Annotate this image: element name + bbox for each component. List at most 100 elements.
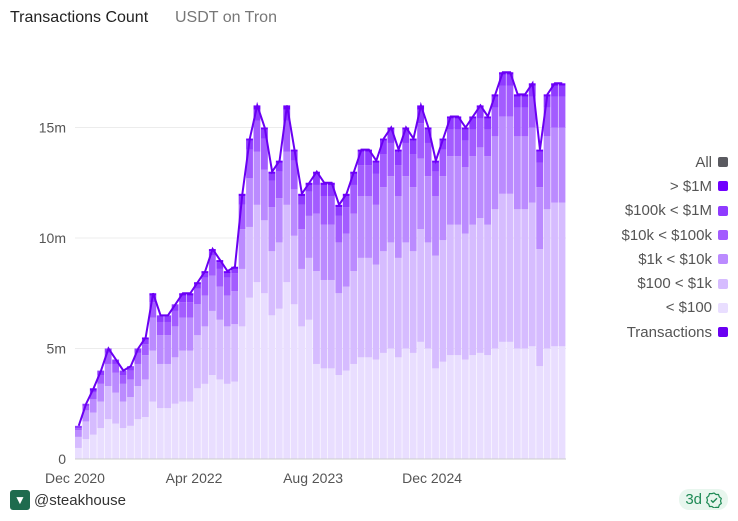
- bar-segment: [402, 242, 410, 349]
- bar-segment: [357, 151, 365, 166]
- bar-segment: [75, 425, 82, 429]
- legend-label: $1k < $10k: [638, 250, 712, 268]
- bar-segment: [89, 412, 97, 435]
- bar-segment: [350, 363, 358, 459]
- legend-item[interactable]: $1k < $10k: [622, 247, 728, 271]
- bar-segment: [558, 96, 566, 128]
- bar-segment: [275, 162, 283, 172]
- bar-segment: [134, 352, 142, 364]
- bar-segment: [372, 359, 380, 459]
- bar-segment: [253, 151, 261, 205]
- bar-segment: [342, 286, 350, 371]
- bar-segment: [424, 142, 432, 177]
- bar-segment: [432, 171, 439, 197]
- freshness-badge[interactable]: 3d: [679, 489, 728, 510]
- bar-segment: [75, 447, 82, 459]
- bar-segment: [454, 355, 462, 459]
- bar-segment: [380, 154, 387, 188]
- legend-item[interactable]: $10k < $100k: [622, 223, 728, 247]
- bar-segment: [127, 425, 134, 459]
- bar-segment: [186, 302, 194, 318]
- bar-segment: [268, 251, 276, 316]
- bar-segment: [506, 116, 514, 194]
- bar-segment: [290, 189, 298, 236]
- legend-item[interactable]: > $1M: [622, 174, 728, 198]
- bar-segment: [119, 370, 127, 376]
- bar-segment: [112, 392, 120, 424]
- bar-segment: [513, 209, 521, 349]
- bar-segment: [179, 302, 186, 318]
- bar-segment: [461, 233, 469, 360]
- bar-segment: [469, 118, 477, 130]
- bar-segment: [290, 304, 298, 459]
- bar-segment: [432, 162, 439, 172]
- bar-segment: [231, 273, 239, 292]
- bar-segment: [491, 107, 499, 137]
- bar-segment: [320, 368, 328, 459]
- bar-segment: [394, 196, 402, 258]
- legend-item[interactable]: $100 < $1k: [622, 271, 728, 295]
- bar-segment: [223, 295, 231, 327]
- bar-segment: [112, 359, 120, 364]
- bar-segment: [298, 326, 306, 459]
- bar-segment: [75, 428, 82, 431]
- bar-segment: [275, 308, 283, 459]
- bar-segment: [491, 348, 499, 459]
- bar-segment: [409, 154, 417, 188]
- legend-swatch: [718, 278, 728, 289]
- bar-segment: [156, 335, 164, 364]
- bar-segment: [298, 268, 306, 327]
- bar-segment: [327, 196, 335, 225]
- legend-item[interactable]: $100k < $1M: [622, 199, 728, 223]
- bar-segment: [149, 302, 157, 318]
- bar-segment: [327, 224, 335, 280]
- bar-segment: [387, 142, 395, 177]
- bar-segment: [223, 326, 231, 384]
- bar-segment: [305, 215, 313, 258]
- bar-segment: [402, 348, 410, 459]
- bar-segment: [290, 151, 298, 161]
- bar-segment: [499, 341, 506, 459]
- bar-segment: [528, 346, 536, 459]
- bar-segment: [469, 224, 477, 356]
- bar-segment: [305, 184, 313, 192]
- verified-check-icon: [706, 491, 722, 508]
- bar-segment: [97, 375, 105, 384]
- legend-item[interactable]: < $100: [622, 296, 728, 320]
- bar-segment: [484, 118, 492, 130]
- bar-segment: [119, 428, 127, 459]
- bar-segment: [536, 187, 544, 250]
- bar-segment: [439, 361, 447, 459]
- legend-item[interactable]: Transactions: [622, 320, 728, 344]
- bar-segment: [342, 207, 350, 234]
- bar-segment: [536, 162, 544, 188]
- bar-segment: [521, 348, 529, 459]
- bar-segment: [417, 123, 425, 159]
- footer-author[interactable]: ▼ @steakhouse: [10, 490, 126, 510]
- bar-segment: [365, 357, 372, 459]
- bar-segment: [283, 204, 291, 283]
- bar-segment: [253, 204, 261, 283]
- bar-segment: [238, 229, 246, 269]
- bar-segment: [424, 129, 432, 143]
- bar-segment: [119, 401, 127, 429]
- bar-segment: [149, 401, 157, 459]
- chart-subtitle: USDT on Tron: [175, 9, 277, 26]
- bar-segment: [179, 401, 186, 459]
- bar-segment: [476, 107, 484, 119]
- bar-segment: [82, 439, 90, 459]
- bar-segment: [380, 251, 387, 353]
- bar-segment: [461, 140, 469, 168]
- bar-segment: [186, 295, 194, 303]
- bar-segment: [171, 403, 179, 459]
- bar-segment: [536, 151, 544, 163]
- bar-segment: [506, 74, 514, 86]
- bar-segment: [491, 96, 499, 108]
- bar-segment: [149, 350, 157, 402]
- bar-segment: [275, 198, 283, 243]
- legend-item[interactable]: All: [622, 150, 728, 174]
- bar-segment: [201, 277, 209, 296]
- bar-segment: [298, 229, 306, 269]
- bar-segment: [260, 293, 268, 459]
- bar-segment: [104, 386, 112, 420]
